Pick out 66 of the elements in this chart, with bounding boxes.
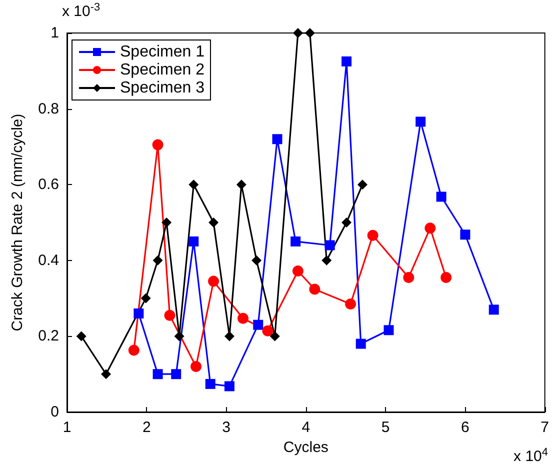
x-tick-label: 1 (62, 419, 72, 436)
point (290, 236, 301, 246)
y-tick-label: 0.8 (38, 100, 59, 118)
point (309, 284, 320, 295)
legend-label: Specimen 3 (120, 80, 205, 96)
point (416, 116, 426, 127)
x-tick-label: 2 (142, 419, 151, 436)
y-tick-label: 0 (50, 404, 59, 420)
x-axis-title: Cycles (283, 438, 328, 456)
point (134, 308, 144, 318)
point (436, 192, 446, 202)
point (190, 361, 202, 372)
point (208, 218, 219, 228)
point (357, 180, 368, 190)
x-tick-label: 3 (222, 419, 230, 436)
point (272, 134, 282, 144)
x-tick-label: 5 (381, 419, 390, 436)
point (238, 312, 248, 324)
point (188, 236, 199, 246)
legend-label: Specimen 1 (120, 44, 205, 60)
point (440, 272, 452, 283)
point (76, 331, 86, 342)
y-tick-label: 1 (50, 24, 59, 42)
point (188, 180, 199, 190)
point (224, 331, 234, 342)
point (356, 338, 366, 349)
point (424, 222, 436, 234)
point (152, 369, 163, 380)
point (252, 255, 262, 266)
point (236, 180, 246, 190)
y-axis-title: Crack Growth Rate 2 (mm/cycle) (9, 114, 26, 332)
point (403, 272, 414, 283)
point (164, 310, 176, 321)
point (292, 266, 304, 277)
y-tick-label: 0.4 (38, 252, 59, 269)
point (342, 56, 352, 66)
point (224, 381, 234, 392)
point (270, 331, 280, 342)
point (367, 230, 378, 241)
point (322, 255, 332, 266)
point (208, 276, 220, 287)
point (162, 218, 172, 228)
point (460, 230, 470, 240)
y-tick-label: 0.2 (38, 328, 59, 345)
point (304, 28, 315, 38)
point (292, 28, 303, 38)
point (152, 255, 163, 266)
point (174, 331, 184, 342)
point (253, 320, 264, 330)
point (384, 325, 394, 336)
y-tick-label: 0.6 (38, 176, 59, 194)
point (128, 344, 140, 356)
x-tick-label: 4 (302, 419, 310, 436)
point (342, 218, 352, 228)
point (345, 298, 356, 310)
point (171, 369, 182, 380)
point (488, 304, 499, 315)
x-tick-label: 7 (540, 419, 549, 436)
x-tick-label: 6 (461, 419, 470, 436)
legend-label: Specimen 2 (120, 62, 205, 78)
point (140, 293, 151, 304)
point (152, 139, 164, 150)
point (101, 369, 112, 380)
point (205, 378, 216, 389)
point (324, 240, 335, 250)
point (262, 325, 274, 336)
